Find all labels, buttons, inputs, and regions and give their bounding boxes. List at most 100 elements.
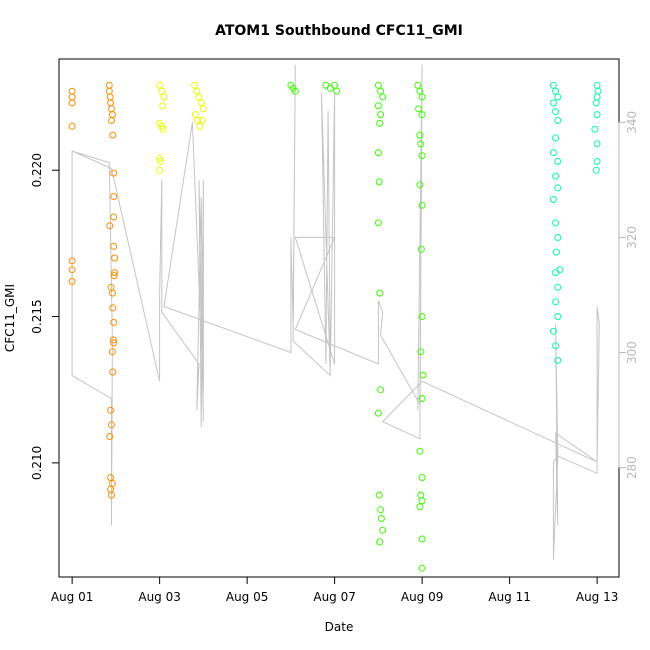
data-point [108,117,115,124]
data-point [592,99,600,107]
data-point [593,157,601,165]
data-point [107,406,115,414]
data-point [110,339,118,347]
data-point [110,169,118,177]
data-point [417,140,425,148]
x-tick-label: Aug 11 [488,590,531,604]
data-point [192,111,199,119]
data-point [379,526,387,534]
data-point [377,506,385,514]
data-point [594,87,602,95]
data-point [416,131,424,139]
data-point [549,81,557,89]
data-point [106,222,114,230]
data-point [554,234,562,241]
data-point [593,140,601,148]
data-point [592,166,600,174]
data-point [291,87,299,95]
data-point [377,515,385,522]
data-point [110,242,118,250]
data-point [379,93,387,101]
data-point [418,395,426,402]
data-point [111,269,119,277]
data-point [333,87,341,95]
data-point [108,105,115,113]
data-point [108,111,116,119]
data-point [108,491,115,499]
y-axis-label: CFC11_GMI [3,284,17,352]
data-point [109,304,117,312]
data-point [110,213,118,221]
data-point [552,298,560,306]
data-point [68,277,76,285]
data-point [591,125,599,133]
x-tick-label: Aug 03 [138,590,181,604]
data-point [549,149,557,157]
data-point [199,105,207,113]
data-point [107,283,115,291]
data-point [68,99,76,107]
x-axis: Aug 01 Aug 03 Aug 05 Aug 07 Aug 09 Aug 11 Aug … [51,576,619,604]
x-tick-label: Aug 01 [51,590,94,604]
data-point [377,87,385,95]
data-point [322,81,330,89]
data-point [554,157,562,165]
plot-frame [58,58,620,578]
data-point [110,318,118,326]
data-point [418,111,426,119]
data-point [593,81,601,89]
data-point [193,87,201,95]
data-point [374,409,382,417]
data-point [108,421,115,429]
data-point [418,152,426,160]
x-tick-label: Aug 13 [576,590,619,604]
data-point [106,433,114,440]
y-tick-label: 0.220 [30,153,44,187]
y-tick-label: 0.210 [30,446,44,480]
data-point [159,102,167,110]
data-point [156,155,164,162]
data-point [158,87,166,95]
data-point [331,81,339,89]
data-point [107,99,115,107]
data-point [68,266,76,274]
data-point [105,87,113,95]
data-point [107,474,115,481]
data-point [593,93,601,101]
data-point [416,181,424,189]
data-point [417,245,425,253]
data-point [374,102,382,110]
data-point [416,503,424,511]
secondary-series-line [71,64,600,560]
data-point [417,491,425,499]
data-point [374,149,382,157]
data-point [552,269,560,277]
data-point [68,87,76,95]
data-point [418,93,426,101]
data-point [549,99,557,107]
data-point [418,497,426,505]
data-point [109,368,117,376]
data-point [160,93,168,101]
data-point [159,125,167,133]
y2-axis: 280 300 320 340 [618,111,639,479]
data-point [375,178,383,186]
data-point [68,257,76,265]
y-axis: 0.210 0.215 0.220 [30,153,60,480]
y2-tick-label: 340 [625,111,639,134]
data-point [418,535,426,543]
data-point [108,348,116,356]
data-point [552,108,560,116]
data-point [68,93,76,101]
data-point [111,254,119,262]
data-point [418,564,426,572]
data-point [554,93,562,101]
data-point [109,131,117,139]
data-point [552,219,560,227]
data-point [110,193,118,200]
data-point [377,386,385,394]
data-point [191,81,199,89]
data-point [552,87,560,95]
data-point [374,219,382,227]
data-point [108,479,116,487]
